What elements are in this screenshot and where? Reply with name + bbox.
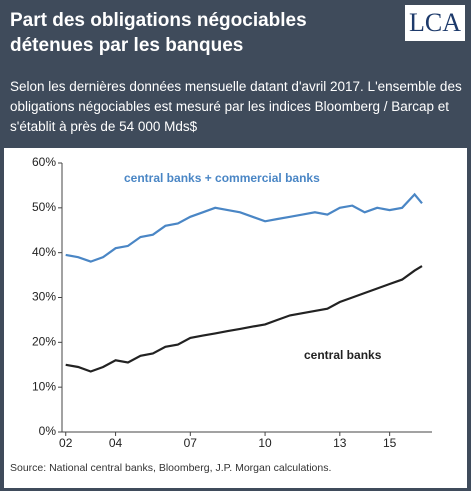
series-label: central banks <box>304 348 382 362</box>
x-tick-label: 10 <box>258 436 272 450</box>
x-tick-label: 15 <box>383 436 397 450</box>
logo: LCA <box>405 5 465 41</box>
series-label: central banks + commercial banks <box>124 171 320 185</box>
chart: Source: National central banks, Bloomber… <box>4 148 467 488</box>
series-line <box>65 265 423 373</box>
x-tick-label: 13 <box>333 436 347 450</box>
chart-background <box>4 148 467 488</box>
x-tick-label: 02 <box>59 436 73 450</box>
y-tick-label: 0% <box>39 424 57 438</box>
y-tick-label: 60% <box>32 155 56 169</box>
source: Source: National central banks, Bloomber… <box>10 462 331 474</box>
subtitle: Selon les dernières données mensuelle da… <box>10 79 462 134</box>
y-tick-label: 30% <box>32 290 56 304</box>
y-tick-label: 40% <box>32 245 56 259</box>
x-tick-label: 04 <box>109 436 123 450</box>
y-tick-label: 20% <box>32 335 56 349</box>
title: Part des obligations négociables détenue… <box>10 10 307 56</box>
y-tick-label: 50% <box>32 200 56 214</box>
x-tick-label: 07 <box>184 436 198 450</box>
series-line <box>65 192 423 263</box>
y-tick-label: 10% <box>32 379 56 393</box>
